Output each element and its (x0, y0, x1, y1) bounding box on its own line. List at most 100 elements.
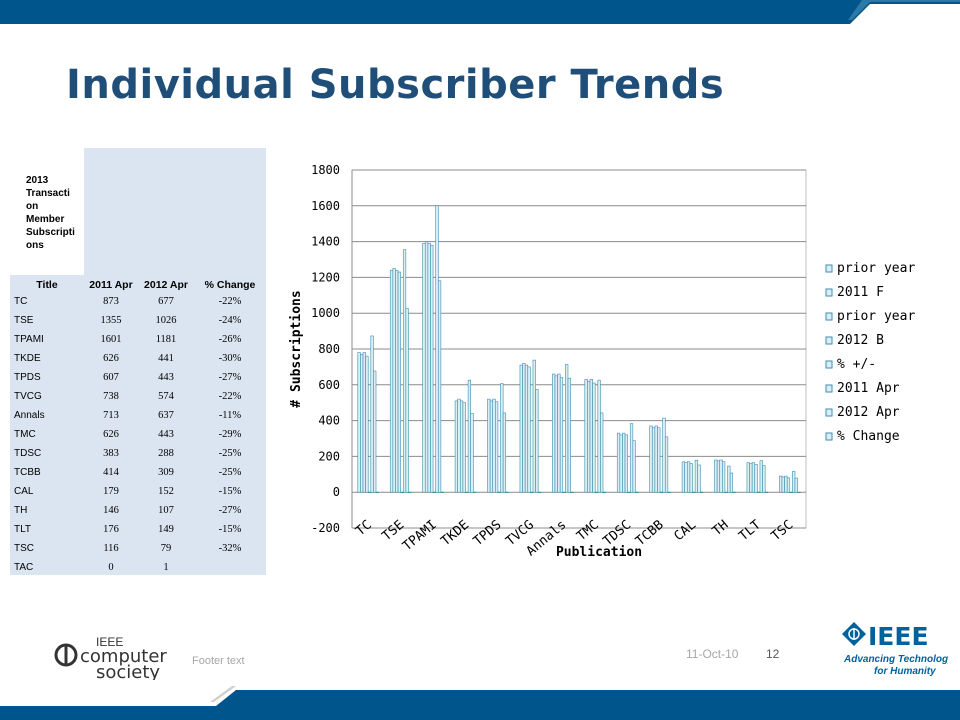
bar (537, 491, 542, 494)
bar (440, 491, 444, 494)
ieee-tagline-2: for Humanity (874, 666, 936, 677)
cell-2011-apr: 176 (103, 524, 119, 535)
cell-title: TLT (14, 524, 32, 535)
cell-2012-apr: 288 (158, 448, 174, 459)
y-tick-label: 800 (318, 342, 340, 356)
bar (570, 491, 574, 494)
bar (435, 205, 439, 493)
bar (716, 460, 721, 493)
header-title: Title (36, 279, 58, 291)
legend-swatch (825, 384, 833, 393)
bar (751, 462, 756, 493)
table-row: TPAMI 1601 1181 -26% (10, 330, 266, 349)
legend-swatch (825, 360, 833, 369)
legend-label: prior year (837, 261, 915, 276)
legend-label: 2012 Apr (837, 405, 900, 420)
bar (597, 379, 601, 493)
bar (684, 462, 688, 493)
bar (784, 475, 788, 493)
header-percent-change: % Change (204, 279, 256, 291)
bar (400, 491, 404, 494)
table-caption-line: ons (26, 240, 44, 251)
bar (373, 370, 377, 493)
table-header-row: Title 2011 Apr 2012 Apr % Change (10, 278, 266, 292)
bar (627, 491, 631, 494)
cell-percent-change: -24% (218, 315, 242, 326)
cell-2012-apr: 152 (158, 486, 174, 497)
legend-label: 2011 Apr (837, 381, 900, 396)
cell-title: CAL (14, 486, 34, 497)
bar (754, 464, 758, 493)
bar (395, 269, 399, 493)
bar (659, 491, 663, 494)
bar (527, 366, 531, 493)
top-banner (0, 0, 960, 24)
bar (375, 491, 379, 494)
table-row: TKDE 626 441 -30% (10, 349, 266, 368)
bar (365, 355, 369, 493)
table-row: TSE 1355 1026 -24% (10, 311, 266, 330)
y-tick-label: 1400 (311, 235, 340, 249)
bar (794, 477, 798, 493)
bar (727, 465, 731, 493)
bar (530, 491, 534, 494)
legend-swatch (825, 312, 833, 321)
cell-2011-apr: 626 (103, 429, 119, 440)
bar (559, 377, 564, 493)
table-row: TSC 116 79 -32% (10, 539, 266, 558)
table-row: TAC 0 1 (10, 558, 266, 577)
ieee-tagline-1: Advancing Technology (843, 654, 948, 665)
bar (500, 383, 504, 493)
bar (505, 491, 509, 494)
bar (746, 462, 750, 493)
bar (370, 335, 374, 493)
cs-logo-society: society (96, 662, 160, 680)
bar (473, 491, 477, 494)
bar (430, 244, 434, 493)
bar (724, 491, 728, 494)
cell-2011-apr: 1601 (100, 334, 122, 345)
bar (694, 459, 699, 493)
cell-2011-apr: 626 (103, 353, 119, 364)
bar (654, 425, 658, 493)
bar (786, 477, 791, 493)
footer-date: 11-Oct-10 (686, 647, 739, 661)
bar (719, 459, 723, 493)
table-row: TVCG 738 574 -22% (10, 387, 266, 406)
header-2012-apr: 2012 Apr (144, 279, 188, 291)
bar (714, 459, 718, 493)
table-row: TLT 176 149 -15% (10, 520, 266, 539)
bar (519, 364, 523, 493)
ieee-logo: IEEE Advancing Technology for Humanity (842, 622, 948, 677)
bar (424, 241, 429, 493)
table-caption-line: Subscripti (26, 227, 75, 238)
bar (779, 475, 783, 493)
legend-label: % +/- (837, 357, 876, 372)
cell-percent-change: -25% (218, 467, 242, 478)
y-tick-label: 600 (318, 378, 340, 392)
cell-2011-apr: 0 (108, 562, 114, 573)
table-caption-line: Transacti (26, 188, 70, 199)
cell-percent-change: -27% (218, 372, 242, 383)
bar (454, 400, 459, 493)
bar (667, 491, 671, 494)
bar (465, 491, 469, 494)
bar (495, 401, 499, 493)
y-tick-label: 1200 (311, 270, 340, 284)
bar (565, 364, 569, 493)
bar (389, 269, 394, 493)
legend-swatch (825, 408, 833, 417)
bar (692, 491, 696, 494)
bar (535, 389, 539, 493)
bar (589, 379, 593, 493)
bar (392, 268, 396, 493)
bar (749, 463, 753, 493)
bar (405, 308, 409, 493)
cell-percent-change: -27% (218, 505, 242, 516)
bar (524, 364, 529, 493)
cell-title: TSE (14, 315, 34, 326)
bar (629, 423, 634, 493)
cell-2012-apr: 309 (158, 467, 174, 478)
subscription-table: Title 2011 Apr 2012 Apr % Change TC 873 67… (10, 278, 266, 577)
table-row: TC 873 677 -22% (10, 292, 266, 311)
